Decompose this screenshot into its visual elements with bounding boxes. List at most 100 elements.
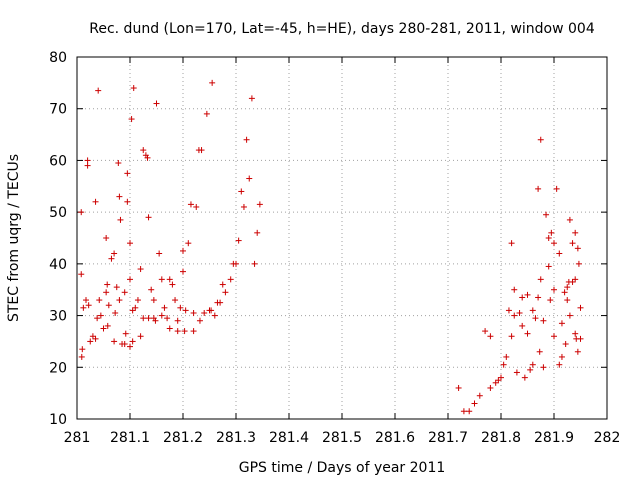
data-point [574, 348, 581, 355]
data-point [116, 297, 123, 304]
data-point [187, 201, 194, 208]
data-point [535, 294, 542, 301]
data-point [551, 240, 557, 247]
data-point [500, 361, 507, 368]
data-point [201, 309, 208, 316]
data-point [96, 297, 103, 304]
data-point [132, 304, 139, 311]
data-point [508, 240, 515, 247]
chart-title: Rec. dund (Lon=170, Lat=-45, h=HE), days… [89, 21, 595, 37]
data-point [569, 278, 576, 285]
data-point [248, 95, 255, 102]
data-point [566, 312, 573, 319]
data-point [111, 250, 118, 257]
data-point [104, 281, 111, 288]
data-point [121, 289, 128, 296]
data-point [208, 307, 215, 314]
x-axis-label: GPS time / Days of year 2011 [239, 460, 446, 476]
x-tick-label: 282 [594, 430, 621, 446]
y-tick-label: 70 [49, 102, 67, 118]
data-point [553, 185, 560, 192]
data-point [513, 369, 520, 376]
x-tick-label: 281 [64, 430, 91, 446]
data-point [203, 110, 210, 117]
data-point [100, 325, 107, 332]
data-point [227, 276, 234, 283]
data-point [190, 328, 197, 335]
data-point [219, 281, 226, 288]
data-point [492, 379, 499, 386]
data-point [174, 317, 181, 324]
data-point [152, 317, 159, 324]
data-point [95, 87, 102, 94]
data-point [516, 309, 523, 316]
data-point [251, 260, 258, 267]
data-point [537, 136, 544, 143]
data-point [117, 216, 124, 223]
data-point [460, 408, 467, 415]
data-point [92, 198, 99, 205]
data-point [235, 237, 242, 244]
data-point [127, 240, 133, 247]
data-point [471, 400, 478, 407]
data-point [84, 157, 91, 164]
data-point [78, 271, 85, 278]
data-point [166, 325, 173, 332]
data-point [569, 240, 576, 247]
data-point [92, 335, 99, 342]
x-tick-label: 281.2 [163, 430, 203, 446]
data-point [79, 346, 86, 353]
data-point [556, 361, 563, 368]
y-tick-label: 10 [49, 412, 67, 428]
data-point [190, 309, 197, 316]
data-point [547, 297, 554, 304]
data-point [180, 268, 186, 275]
data-point [148, 286, 155, 293]
data-point [558, 353, 565, 360]
data-point [511, 286, 518, 293]
data-point [83, 297, 90, 304]
data-point [144, 154, 151, 161]
points-layer [78, 79, 584, 415]
data-point [121, 341, 128, 348]
data-point [536, 348, 543, 355]
data-point [556, 250, 563, 257]
data-point [150, 297, 157, 304]
data-point [112, 309, 119, 316]
data-point [80, 304, 87, 311]
tick-layer: 281 281.1 281.2 281.3 281.4 281.5 281.6 281.7 28… [49, 50, 620, 446]
data-point [572, 330, 579, 337]
data-point [564, 284, 571, 291]
data-point [124, 198, 131, 205]
data-point [113, 284, 120, 291]
data-point [94, 315, 101, 322]
data-point [87, 338, 94, 345]
data-point [145, 315, 152, 322]
data-point [511, 312, 518, 319]
data-point [116, 193, 123, 200]
x-tick-label: 281.3 [216, 430, 256, 446]
data-point [124, 170, 131, 177]
data-point [527, 366, 534, 373]
data-point [540, 364, 547, 371]
y-tick-label: 30 [49, 309, 67, 325]
data-point [129, 338, 136, 345]
data-point [105, 302, 112, 309]
x-tick-label: 281.1 [110, 430, 150, 446]
x-tick-label: 281.7 [428, 430, 468, 446]
data-point [172, 297, 179, 304]
data-point [482, 328, 489, 335]
data-point [182, 307, 189, 314]
data-point [180, 247, 186, 254]
data-point [577, 304, 584, 311]
data-point [503, 353, 510, 360]
y-tick-label: 40 [49, 257, 67, 273]
data-point [548, 229, 555, 236]
data-point [562, 341, 569, 348]
data-point [193, 203, 200, 210]
data-point [181, 328, 188, 335]
data-point [532, 315, 539, 322]
data-point [177, 304, 184, 311]
data-point [78, 353, 85, 360]
grid-layer [77, 57, 607, 419]
